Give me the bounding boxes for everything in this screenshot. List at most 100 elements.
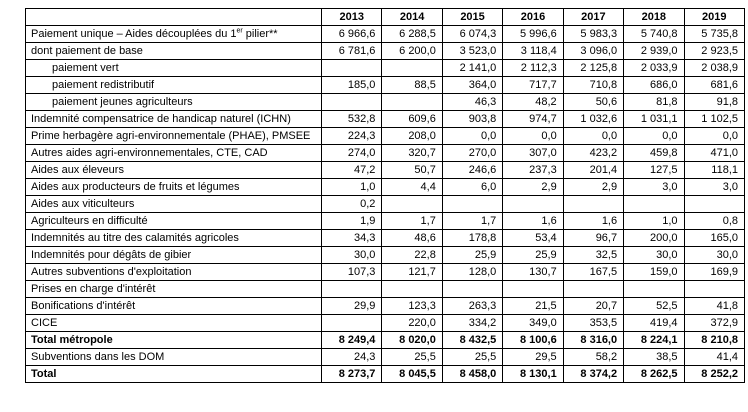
value-cell: 185,0 — [320, 76, 383, 94]
document-page: 2013 2014 2015 2016 2017 2018 2019 Paiement un… — [25, 8, 746, 383]
value-cell: 91,8 — [683, 93, 746, 111]
value-cell: 107,3 — [320, 263, 383, 281]
value-cell: 1,9 — [320, 212, 383, 230]
value-cell: 274,0 — [320, 144, 383, 162]
value-cell: 25,5 — [381, 348, 443, 366]
row-label: Total métropole — [25, 331, 322, 349]
value-cell: 123,3 — [381, 297, 443, 315]
row-label: Aides aux viticulteurs — [25, 195, 322, 213]
value-cell: 58,2 — [562, 348, 625, 366]
row-label: Subventions dans les DOM — [25, 348, 322, 366]
table-row: Agriculteurs en difficulté 1,9 1,7 1,7 1,6 1,… — [25, 212, 746, 230]
row-label: paiement redistributif — [25, 76, 322, 94]
year-column-header: 2018 — [623, 8, 685, 26]
row-label: Agriculteurs en difficulté — [25, 212, 322, 230]
value-cell: 1,0 — [623, 212, 685, 230]
corner-cell — [25, 8, 322, 26]
table-row: Bonifications d'intérêt 29,9 123,3 263,3 21,… — [25, 297, 746, 315]
value-cell: 34,3 — [320, 229, 383, 247]
value-cell: 8 374,2 — [562, 365, 625, 383]
value-cell: 8 224,1 — [623, 331, 685, 349]
value-cell: 320,7 — [381, 144, 443, 162]
value-cell — [320, 93, 383, 111]
value-cell: 2 038,9 — [683, 59, 746, 77]
value-cell: 169,9 — [683, 263, 746, 281]
row-label: dont paiement de base — [25, 42, 322, 60]
year-column-header: 2016 — [502, 8, 564, 26]
value-cell: 167,5 — [562, 263, 625, 281]
value-cell: 353,5 — [562, 314, 625, 332]
value-cell: 208,0 — [381, 127, 443, 145]
value-cell — [320, 280, 383, 298]
value-cell: 1,6 — [562, 212, 625, 230]
value-cell: 3 523,0 — [441, 42, 504, 60]
value-cell — [683, 195, 746, 213]
value-cell: 349,0 — [502, 314, 564, 332]
value-cell: 459,8 — [623, 144, 685, 162]
value-cell: 8 020,0 — [381, 331, 443, 349]
value-cell: 8 316,0 — [562, 331, 625, 349]
table-row: Indemnités pour dégâts de gibier 30,0 22,8… — [25, 246, 746, 264]
table-header: 2013 2014 2015 2016 2017 2018 2019 — [25, 8, 746, 26]
value-cell: 2 112,3 — [502, 59, 564, 77]
value-cell: 681,6 — [683, 76, 746, 94]
value-cell — [381, 280, 443, 298]
value-cell: 48,2 — [502, 93, 564, 111]
value-cell: 30,0 — [683, 246, 746, 264]
table-row: Total 8 273,7 8 045,5 8 458,0 8 130,1 8 374,2… — [25, 365, 746, 383]
table-row: Autres subventions d'exploitation 107,3 12… — [25, 263, 746, 281]
value-cell: 200,0 — [623, 229, 685, 247]
value-cell: 532,8 — [320, 110, 383, 128]
row-label: Paiement unique – Aides découplées du 1e… — [25, 25, 322, 43]
value-cell: 201,4 — [562, 161, 625, 179]
value-cell: 121,7 — [381, 263, 443, 281]
value-cell: 178,8 — [441, 229, 504, 247]
value-cell: 21,5 — [502, 297, 564, 315]
value-cell — [381, 93, 443, 111]
value-cell: 2,9 — [562, 178, 625, 196]
value-cell: 2 125,8 — [562, 59, 625, 77]
value-cell: 3 096,0 — [562, 42, 625, 60]
data-table: 2013 2014 2015 2016 2017 2018 2019 Paiement un… — [25, 8, 746, 383]
value-cell: 5 983,3 — [562, 25, 625, 43]
year-column-header: 2017 — [562, 8, 625, 26]
table-row: Prises en charge d'intérêt — [25, 280, 746, 298]
value-cell: 8 130,1 — [502, 365, 564, 383]
row-label: Indemnité compensatrice de handicap natu… — [25, 110, 322, 128]
value-cell: 5 740,8 — [623, 25, 685, 43]
value-cell: 6 781,6 — [320, 42, 383, 60]
row-label: Indemnités au titre des calamités agrico… — [25, 229, 322, 247]
table-row: paiement vert 2 141,0 2 112,3 2 125,8 2 033,… — [25, 59, 746, 77]
row-label: Aides aux producteurs de fruits et légum… — [25, 178, 322, 196]
value-cell: 3,0 — [623, 178, 685, 196]
value-cell: 8 045,5 — [381, 365, 443, 383]
row-label: Prime herbagère agri-environnementale (P… — [25, 127, 322, 145]
value-cell: 52,5 — [623, 297, 685, 315]
row-label: Indemnités pour dégâts de gibier — [25, 246, 322, 264]
value-cell — [562, 280, 625, 298]
row-label: Total — [25, 365, 322, 383]
header-row: 2013 2014 2015 2016 2017 2018 2019 — [25, 8, 746, 26]
value-cell: 130,7 — [502, 263, 564, 281]
value-cell: 20,7 — [562, 297, 625, 315]
value-cell: 3 118,4 — [502, 42, 564, 60]
value-cell: 53,4 — [502, 229, 564, 247]
table-body: Paiement unique – Aides découplées du 1e… — [25, 25, 746, 383]
value-cell: 1 032,6 — [562, 110, 625, 128]
value-cell: 0,0 — [683, 127, 746, 145]
value-cell: 8 252,2 — [683, 365, 746, 383]
table-row: Aides aux producteurs de fruits et légum… — [25, 178, 746, 196]
value-cell: 0,0 — [441, 127, 504, 145]
value-cell: 8 273,7 — [320, 365, 383, 383]
value-cell: 1,7 — [381, 212, 443, 230]
value-cell: 974,7 — [502, 110, 564, 128]
value-cell: 0,8 — [683, 212, 746, 230]
table-row: Autres aides agri-environnementales, CTE… — [25, 144, 746, 162]
value-cell: 6 074,3 — [441, 25, 504, 43]
value-cell: 159,0 — [623, 263, 685, 281]
value-cell — [562, 195, 625, 213]
value-cell: 609,6 — [381, 110, 443, 128]
value-cell — [683, 280, 746, 298]
table-row: Aides aux éleveurs 47,2 50,7 246,6 237,3 201,… — [25, 161, 746, 179]
value-cell — [381, 195, 443, 213]
